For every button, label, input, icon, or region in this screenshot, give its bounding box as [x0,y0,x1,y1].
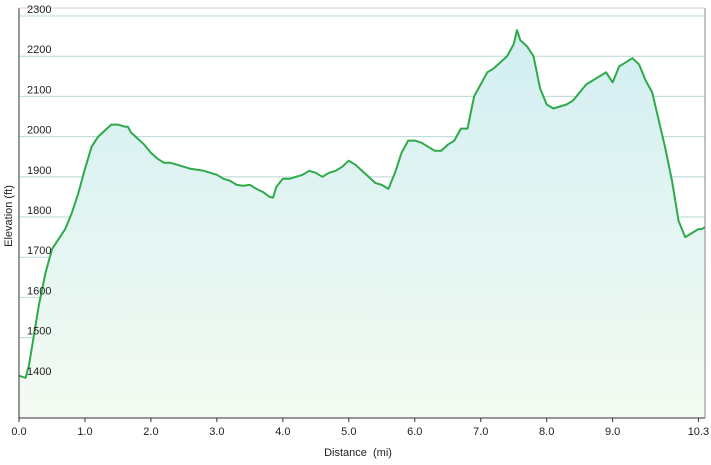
y-tick-label: 1500 [27,326,51,338]
y-tick-label: 1900 [27,165,51,177]
x-tick-label: 0.0 [11,426,26,438]
y-tick-label: 2200 [27,44,51,56]
y-tick-label: 2000 [27,125,51,137]
x-axis-title: Distance (mi) [324,447,392,459]
y-tick-label: 2300 [27,4,51,16]
y-tick-label: 2100 [27,84,51,96]
x-tick-label: 3.0 [209,426,224,438]
elevation-line [18,29,706,379]
x-tick-label: 10.3 [688,426,709,438]
x-axis-ticks: 0.0 1.0 2.0 3.0 4.0 5.0 6.0 7.0 8.0 9.0 10.3 [11,418,709,438]
x-tick-label: 6.0 [407,426,422,438]
elevation-area [19,30,705,418]
x-tick-label: 1.0 [77,426,92,438]
x-tick-label: 7.0 [473,426,488,438]
y-tick-label: 1700 [27,245,51,257]
x-tick-label: 4.0 [275,426,290,438]
x-tick-label: 9.0 [605,426,620,438]
y-axis-title: Elevation (ft) [3,185,15,247]
y-tick-label: 1800 [27,205,51,217]
x-tick-label: 5.0 [341,426,356,438]
y-tick-label: 1400 [27,366,51,378]
y-tick-label: 1600 [27,285,51,297]
x-tick-label: 8.0 [539,426,554,438]
y-axis-ticks: 1400 1500 1600 1700 1800 1900 2000 2100 2200 2300 [27,4,51,378]
x-tick-label: 2.0 [143,426,158,438]
